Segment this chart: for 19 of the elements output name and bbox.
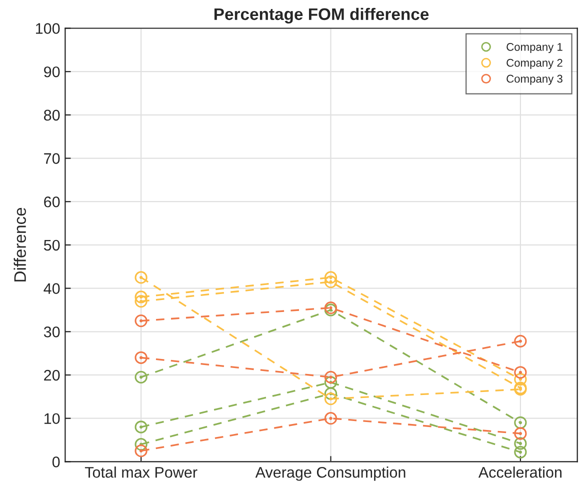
y-tick-label: 50 — [44, 240, 60, 251]
legend-label: Company 1 — [506, 42, 562, 54]
y-tick-label: 90 — [44, 66, 60, 78]
y-axis-title: Difference — [14, 208, 26, 282]
y-tick-label: 30 — [44, 326, 60, 338]
x-tick-label: Average Consumption — [255, 466, 406, 481]
x-tick-label: Total max Power — [84, 466, 198, 478]
x-tick-label: Acceleration — [478, 466, 562, 478]
chart-title: Percentage FOM difference — [214, 8, 429, 24]
legend-label: Company 2 — [506, 58, 562, 69]
y-tick-label: 10 — [44, 413, 60, 424]
y-tick-label: 100 — [36, 23, 60, 34]
y-tick-label: 80 — [44, 110, 60, 121]
legend-label: Company 3 — [506, 74, 562, 85]
y-tick-label: 40 — [44, 283, 60, 294]
y-tick-label: 0 — [52, 456, 60, 468]
y-tick-label: 60 — [44, 196, 60, 208]
y-tick-label: 70 — [44, 153, 60, 164]
y-tick-label: 20 — [44, 370, 60, 381]
